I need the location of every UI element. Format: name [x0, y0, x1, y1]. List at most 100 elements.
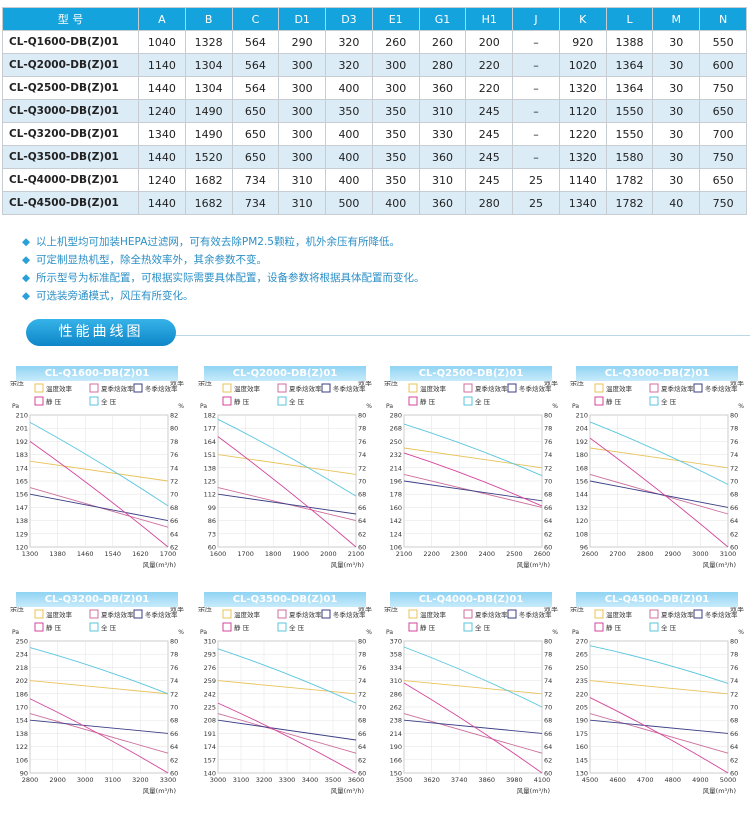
- x-tick-label: 3400: [302, 776, 319, 784]
- x-tick-label: 1700: [237, 550, 254, 558]
- y-tick-label: 145: [576, 756, 588, 764]
- y2-tick-label: 70: [170, 704, 178, 712]
- y2-tick-label: 64: [730, 517, 738, 525]
- y2-tick-label: 62: [544, 756, 552, 764]
- x-tick-label: 3500: [396, 776, 413, 784]
- y-tick-label: 174: [204, 743, 216, 751]
- y-tick-label: 138: [16, 730, 28, 738]
- table-cell: 310: [278, 168, 327, 192]
- x-tick-label: 2800: [22, 776, 39, 784]
- diamond-bullet-icon: ◆: [22, 254, 31, 266]
- table-cell: 500: [325, 191, 373, 215]
- x-tick-label: 1300: [22, 550, 39, 558]
- y2-axis-label: 效率: [544, 381, 558, 387]
- y-tick-label: 250: [576, 664, 588, 672]
- y2-tick-label: 76: [358, 438, 366, 446]
- x-tick-label: 3200: [132, 776, 149, 784]
- legend-swatch-icon: [277, 609, 287, 619]
- y-axis-unit: Pa: [12, 403, 19, 410]
- y-tick-label: 250: [390, 438, 402, 446]
- x-tick-label: 1800: [265, 550, 282, 558]
- y-tick-label: 183: [16, 451, 28, 459]
- y2-tick-label: 66: [358, 504, 366, 512]
- y2-tick-label: 60: [170, 770, 178, 778]
- table-cell: 734: [231, 191, 280, 215]
- legend-swatch-icon: [34, 609, 44, 619]
- y-tick-label: 218: [16, 664, 28, 672]
- table-cell: 300: [371, 53, 420, 77]
- chart-title: CL-Q3200-DB(Z)01: [16, 592, 178, 607]
- x-tick-label: 1620: [132, 550, 149, 558]
- y2-tick-label: 74: [730, 451, 738, 459]
- y2-tick-label: 78: [544, 651, 552, 659]
- y-tick-label: 190: [390, 743, 402, 751]
- y-tick-label: 138: [204, 464, 216, 472]
- y-tick-label: 205: [576, 704, 588, 712]
- y-tick-label: 108: [576, 530, 588, 538]
- legend-swatch-icon: [277, 396, 287, 406]
- table-cell: 1580: [605, 145, 654, 169]
- legend-label: 温度效率: [420, 610, 447, 619]
- y-tick-label: 370: [390, 638, 402, 646]
- notes-list: ◆ 以上机型均可加装HEPA过滤网，可有效去除PM2.5颗粒，机外余压有所降低。 …: [22, 233, 425, 305]
- y2-tick-label: 62: [730, 756, 738, 764]
- x-axis-label: 风量(m³/h): [143, 787, 176, 795]
- y-tick-label: 265: [576, 651, 588, 659]
- x-tick-label: 2100: [396, 550, 413, 558]
- table-cell: 1364: [605, 76, 654, 100]
- model-cell: CL-Q3200-DB(Z)01: [2, 122, 139, 146]
- table-header-cell: E1: [371, 7, 420, 31]
- x-tick-label: 3100: [105, 776, 122, 784]
- legend-label: 冬季焓效率: [333, 610, 366, 619]
- y-tick-label: 214: [390, 730, 402, 738]
- y2-tick-label: 66: [170, 730, 178, 738]
- legend-swatch-icon: [408, 622, 418, 632]
- table-cell: 1682: [184, 191, 233, 215]
- y-tick-label: 150: [390, 770, 402, 778]
- y2-tick-label: 60: [730, 544, 738, 552]
- legend-label: 温度效率: [46, 610, 73, 619]
- legend-label: 全 压: [475, 397, 491, 406]
- table-cell: 564: [231, 30, 280, 54]
- x-tick-label: 4100: [534, 776, 551, 784]
- y-tick-label: 259: [204, 677, 216, 685]
- x-tick-label: 2500: [506, 550, 523, 558]
- legend-label: 夏季焓效率: [289, 384, 322, 393]
- series-line: [403, 719, 543, 734]
- y2-tick-label: 80: [170, 425, 178, 433]
- y2-tick-label: 76: [544, 664, 552, 672]
- y2-tick-label: 76: [170, 664, 178, 672]
- legend-swatch-icon: [408, 383, 418, 393]
- y-tick-label: 120: [576, 517, 588, 525]
- legend-label: 冬季焓效率: [705, 384, 738, 393]
- y-tick-label: 177: [204, 425, 216, 433]
- table-cell: 310: [278, 191, 327, 215]
- y2-tick-label: 66: [544, 730, 552, 738]
- table-cell: 30: [652, 122, 701, 146]
- x-tick-label: 1900: [293, 550, 310, 558]
- x-tick-label: 2000: [320, 550, 337, 558]
- legend-label: 冬季焓效率: [333, 384, 366, 393]
- y2-tick-label: 72: [358, 690, 366, 698]
- table-cell: 1440: [138, 145, 186, 169]
- x-tick-label: 1540: [105, 550, 122, 558]
- y-tick-label: 129: [16, 530, 28, 538]
- y2-axis-unit: %: [552, 629, 558, 636]
- table-cell: 330: [418, 122, 467, 146]
- legend-label: 温度效率: [234, 610, 261, 619]
- legend-label: 温度效率: [234, 384, 261, 393]
- series-line: [589, 697, 729, 774]
- table-cell: 30: [652, 76, 701, 100]
- performance-chart: CL-Q3000-DB(Z)01 余压 Pa 效率% 温度效率 夏季焓效率 冬季焓效率静 压…: [568, 366, 748, 594]
- legend-swatch-icon: [222, 622, 232, 632]
- table-header-cell: B: [184, 7, 233, 31]
- y2-axis-label: 效率: [170, 381, 184, 387]
- legend-swatch-icon: [321, 609, 331, 619]
- x-tick-label: 2900: [49, 776, 66, 784]
- table-cell: 1782: [605, 168, 654, 192]
- legend-swatch-icon: [321, 383, 331, 393]
- y2-tick-label: 82: [170, 412, 178, 420]
